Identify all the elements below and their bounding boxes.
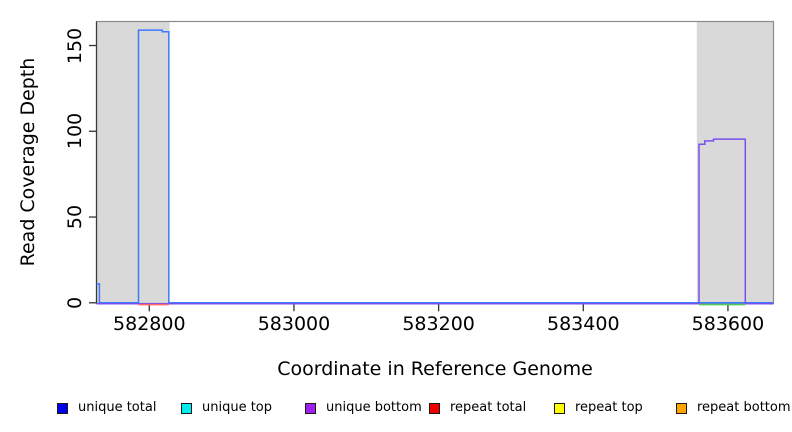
legend-item-unique-total: unique total: [57, 400, 156, 416]
legend-label: repeat bottom: [697, 400, 791, 415]
legend-swatch-icon: [676, 402, 687, 414]
legend-item-unique-top: unique top: [181, 400, 272, 416]
x-tick-label: 583600: [691, 313, 765, 335]
x-axis-title: Coordinate in Reference Genome: [277, 358, 593, 380]
legend-item-repeat-total: repeat total: [429, 400, 526, 416]
x-tick-label: 583400: [547, 313, 620, 335]
series-unique-total: [96, 29, 774, 304]
x-tick-label: 582800: [113, 313, 186, 335]
legend-item-repeat-top: repeat top: [554, 400, 643, 416]
right-gray-region: [696, 21, 774, 304]
legend-item-unique-bottom: unique bottom: [305, 400, 422, 416]
legend-swatch-icon: [57, 402, 68, 414]
y-tick-label: 0: [64, 296, 86, 309]
y-tick-label: 50: [64, 204, 86, 230]
y-axis-title: Read Coverage Depth: [17, 57, 39, 267]
legend-swatch-icon: [554, 402, 565, 414]
legend-swatch-icon: [429, 402, 440, 414]
plot-box: [95, 20, 775, 305]
legend-swatch-icon: [305, 402, 316, 414]
legend-label: unique top: [202, 400, 273, 415]
legend-label: repeat total: [450, 400, 527, 415]
legend-label: repeat top: [575, 400, 643, 415]
y-tick-label: 100: [64, 113, 86, 150]
x-tick-label: 583200: [402, 313, 475, 335]
legend-label: unique bottom: [326, 400, 422, 415]
left-gray-region: [96, 21, 170, 304]
legend-swatch-icon: [181, 402, 192, 414]
x-tick-label: 583000: [257, 313, 331, 335]
series-unique-bottom: [96, 138, 774, 305]
y-tick-label: 150: [64, 27, 86, 64]
legend-item-repeat-bottom: repeat bottom: [676, 400, 791, 416]
legend-label: unique total: [78, 400, 157, 415]
